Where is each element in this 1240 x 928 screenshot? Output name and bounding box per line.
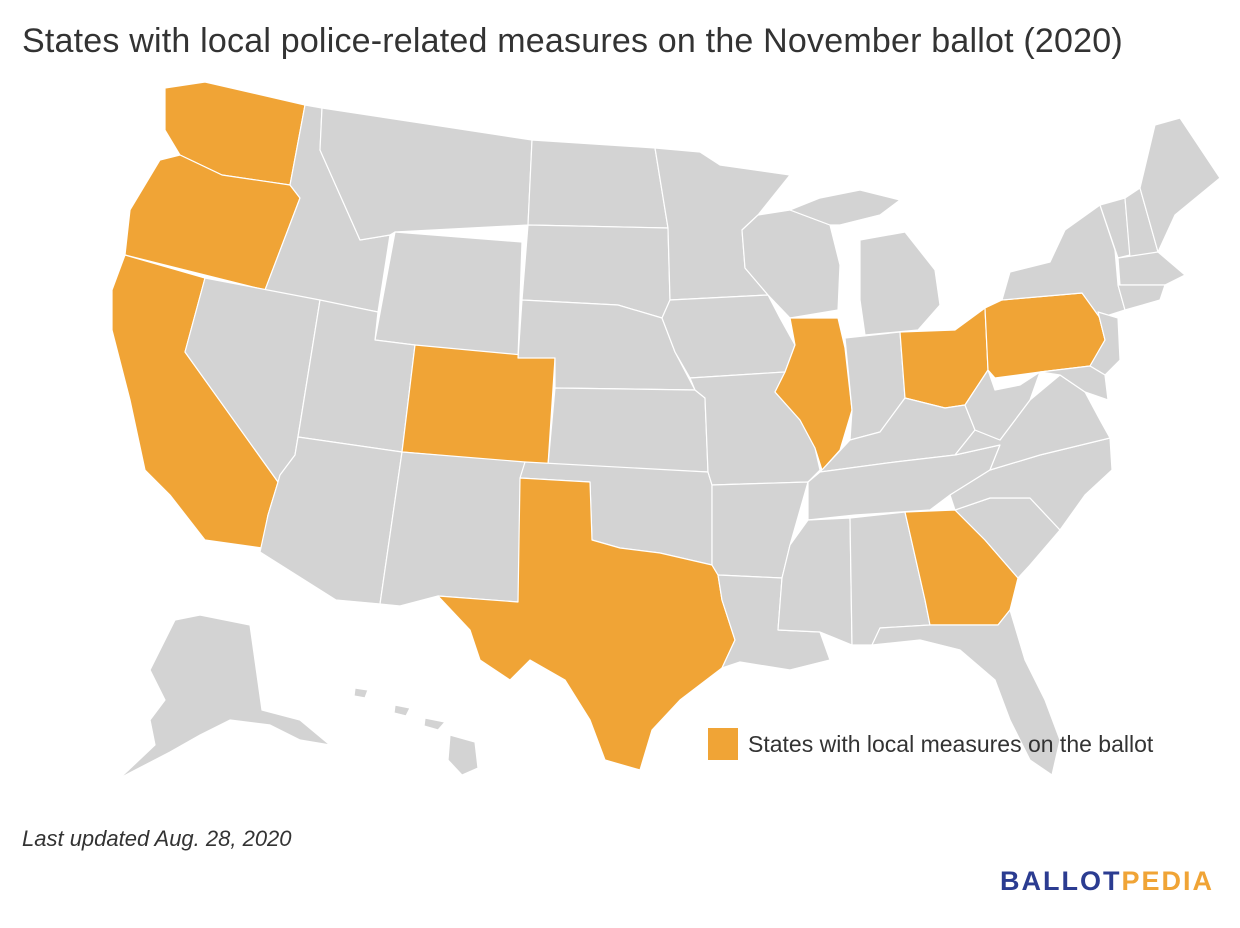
state-ME[interactable]	[1139, 117, 1221, 253]
state-IL[interactable]	[774, 317, 853, 471]
state-MT[interactable]	[319, 107, 533, 241]
legend-swatch	[708, 728, 738, 760]
state-WY[interactable]	[374, 231, 523, 359]
ballotpedia-logo[interactable]: BALLOTPEDIA	[1000, 866, 1214, 897]
state-MA[interactable]	[1117, 251, 1186, 286]
logo-ballot: BALLOT	[999, 866, 1122, 896]
state-FL[interactable]	[871, 609, 1061, 776]
last-updated: Last updated Aug. 28, 2020	[22, 826, 292, 851]
state-ND[interactable]	[527, 139, 669, 229]
state-HI-4[interactable]	[447, 734, 479, 776]
state-CO[interactable]	[401, 344, 556, 466]
logo-pedia: PEDIA	[1121, 866, 1214, 896]
state-MS[interactable]	[777, 517, 853, 646]
state-HI-1[interactable]	[353, 687, 369, 699]
state-HI-2[interactable]	[393, 704, 411, 717]
legend-label: States with local measures on the ballot	[748, 730, 1154, 757]
state-PA[interactable]	[984, 292, 1106, 379]
state-AK[interactable]	[119, 614, 331, 779]
state-HI-3[interactable]	[423, 717, 446, 731]
map-title: States with local police-related measure…	[22, 22, 1123, 60]
us-map	[111, 81, 1221, 779]
state-CT-RI[interactable]	[1117, 284, 1166, 311]
state-TX[interactable]	[437, 477, 736, 771]
state-NM[interactable]	[379, 451, 526, 607]
map-legend: States with local measures on the ballot	[708, 728, 1153, 760]
state-WI[interactable]	[741, 209, 841, 319]
state-MI-UP[interactable]	[789, 189, 901, 226]
state-KS[interactable]	[547, 387, 709, 473]
state-DE-MD[interactable]	[1039, 365, 1109, 401]
state-MI[interactable]	[859, 231, 941, 336]
